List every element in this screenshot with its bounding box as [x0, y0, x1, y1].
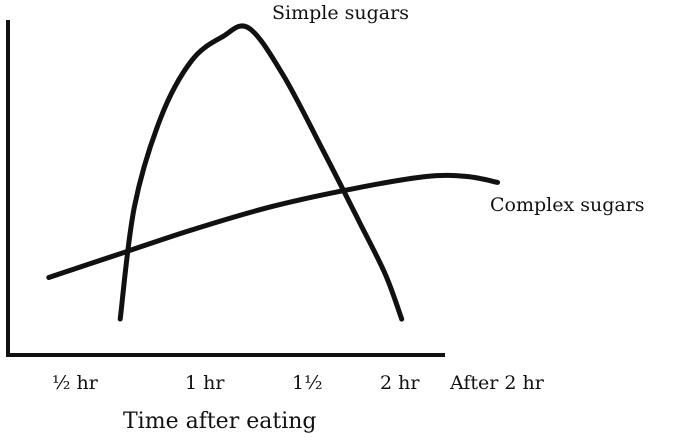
series-label-complex-sugars: Complex sugars: [490, 194, 645, 216]
series-label-simple-sugars: Simple sugars: [272, 2, 409, 24]
x-tick-label: After 2 hr: [449, 372, 545, 394]
series-layer: [46, 23, 501, 322]
series-label-layer: Simple sugars Complex sugars: [272, 2, 645, 216]
x-tick-label: 2 hr: [380, 372, 420, 394]
x-tick-label: 1 hr: [185, 372, 225, 394]
series-line-complex-sugars: [46, 172, 501, 280]
x-axis-title: Time after eating: [123, 409, 316, 434]
x-tick-label: 1½: [292, 372, 323, 394]
series-line-simple-sugars: [117, 23, 405, 322]
x-tick-label: ½ hr: [52, 372, 99, 394]
tick-label-layer: ½ hr 1 hr 1½ 2 hr After 2 hr: [52, 372, 545, 394]
